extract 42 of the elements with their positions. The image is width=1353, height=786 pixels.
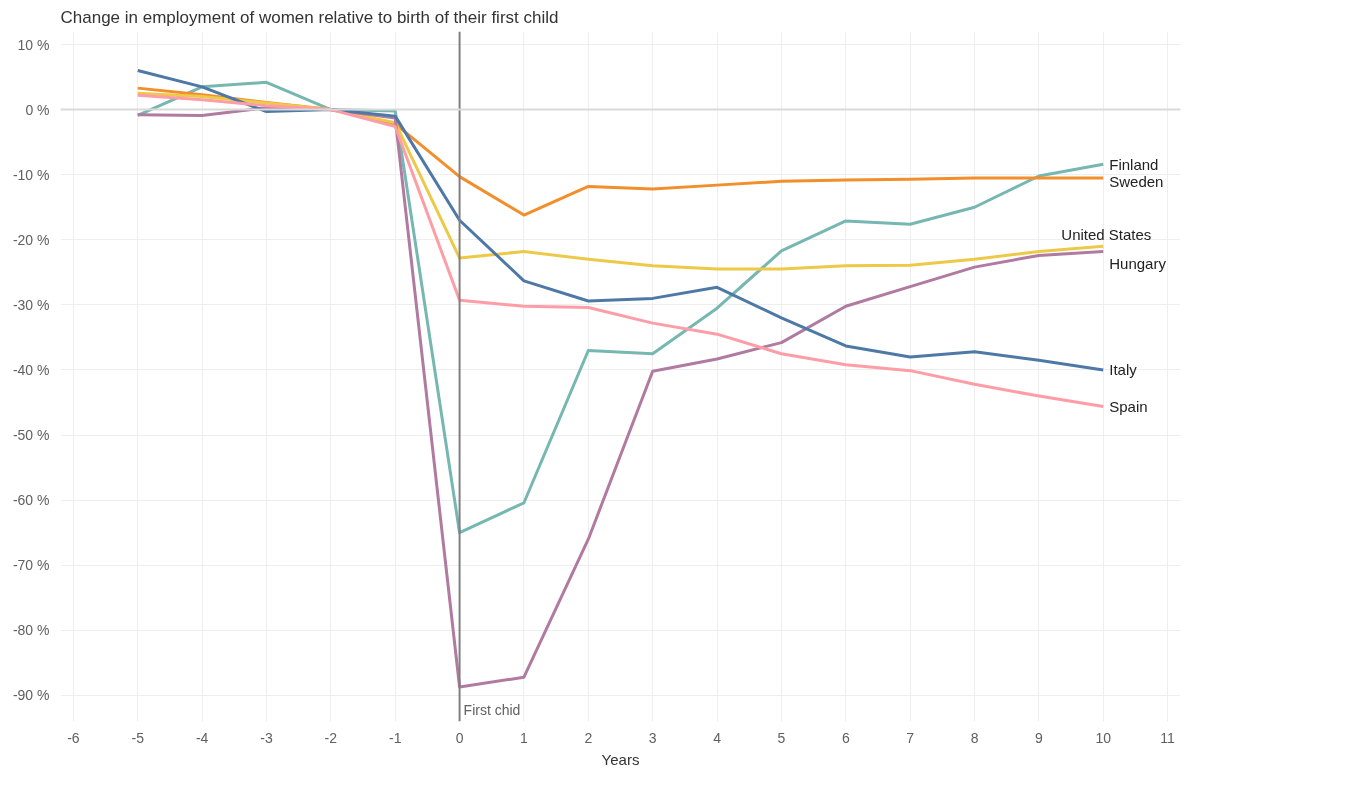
y-tick-label: -80 % — [12, 622, 50, 639]
x-tick-label: 8 — [970, 729, 979, 746]
x-tick-label: 3 — [648, 729, 657, 746]
x-tick-label: -3 — [260, 729, 273, 746]
series-label: United States — [1061, 225, 1152, 243]
y-tick-label: 10 % — [17, 36, 50, 53]
x-tick-label: 7 — [906, 729, 915, 746]
series-label: Hungary — [1109, 254, 1167, 272]
chart-title: Change in employment of women relative to birth of their first child — [60, 7, 559, 27]
x-tick-label: 1 — [520, 729, 529, 746]
x-tick-label: 2 — [584, 729, 593, 746]
y-tick-label: -50 % — [12, 427, 50, 444]
x-tick-label: 9 — [1035, 729, 1043, 746]
y-tick-label: -70 % — [12, 557, 50, 574]
series-label: Sweden — [1109, 172, 1164, 190]
x-tick-label: 11 — [1160, 729, 1176, 746]
line-series — [136, 106, 1105, 689]
series-label: Finland — [1109, 155, 1159, 173]
x-tick-label: 4 — [713, 729, 722, 746]
y-tick-label: -60 % — [12, 492, 50, 509]
y-tick-label: -40 % — [12, 361, 50, 378]
x-tick-label: -4 — [195, 729, 209, 746]
x-tick-label: -6 — [67, 729, 80, 746]
series-label: Italy — [1109, 361, 1138, 379]
x-axis-title: Years — [601, 750, 640, 768]
line-series — [136, 93, 1105, 408]
line-series — [136, 69, 1105, 372]
x-tick-label: 0 — [455, 729, 464, 746]
x-tick-label: 6 — [841, 729, 850, 746]
ref-line-label: First chid — [463, 701, 521, 718]
x-tick-label: -1 — [388, 729, 402, 746]
y-tick-label: -30 % — [12, 296, 50, 313]
y-tick-label: -20 % — [12, 231, 50, 248]
x-tick-label: -5 — [131, 729, 145, 746]
series-label: Spain — [1109, 397, 1148, 415]
line-series — [136, 91, 1105, 271]
x-tick-label: 5 — [777, 729, 786, 746]
y-tick-label: -90 % — [12, 687, 50, 704]
y-tick-label: 0 % — [25, 101, 50, 118]
x-tick-label: -2 — [324, 729, 338, 746]
x-tick-label: 10 — [1095, 729, 1112, 746]
y-tick-label: -10 % — [12, 166, 50, 183]
